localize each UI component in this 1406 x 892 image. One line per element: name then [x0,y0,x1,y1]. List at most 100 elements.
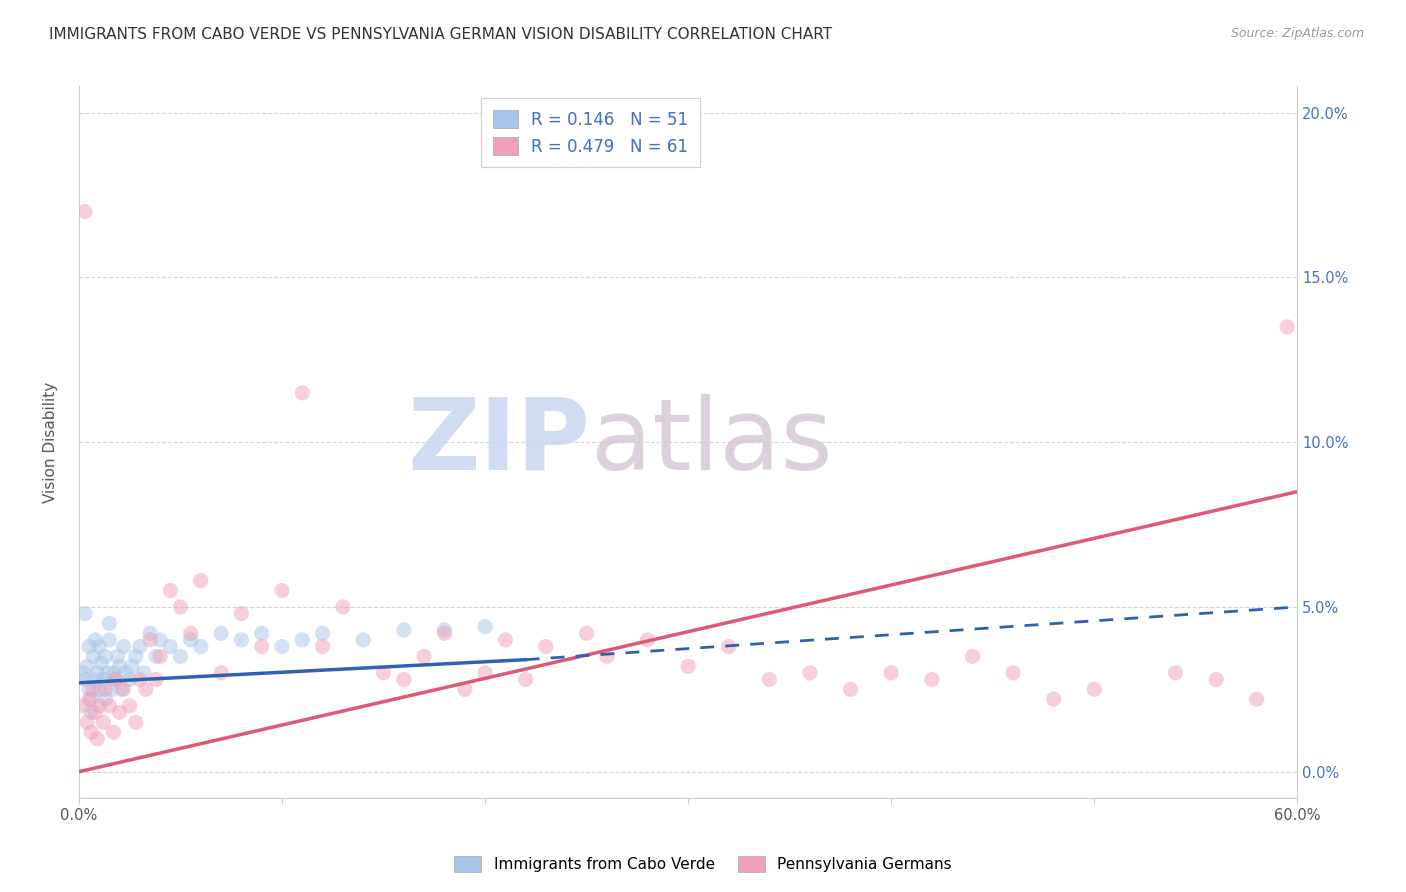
Point [159,583,181,598]
Point [76,715,98,730]
Point [112,640,135,654]
Point [149,632,172,647]
Point [80,725,103,739]
Point [190,574,212,588]
Point [107,649,129,664]
Point [73,204,96,219]
Point [1042,692,1064,706]
Point [271,640,294,654]
Point [77,640,100,654]
Point [494,632,516,647]
Point [98,632,121,647]
Point [108,706,131,720]
Point [962,649,984,664]
Point [128,673,150,687]
Point [73,607,96,621]
Point [139,626,162,640]
Point [82,682,104,697]
Point [94,692,117,706]
Point [413,649,436,664]
Text: ZIP: ZIP [408,393,591,491]
Point [72,665,94,680]
Text: atlas: atlas [591,393,832,491]
Point [91,715,114,730]
Point [103,725,125,739]
Text: Source: ZipAtlas.com: Source: ZipAtlas.com [1230,27,1364,40]
Point [121,659,143,673]
Point [132,665,155,680]
Point [90,656,112,670]
Point [250,626,273,640]
Point [758,673,780,687]
Point [474,665,496,680]
Point [169,649,191,664]
Point [149,649,172,664]
Point [1164,665,1187,680]
Point [135,682,157,697]
Point [392,673,415,687]
Point [103,665,125,680]
Point [190,640,212,654]
Point [169,599,191,614]
Point [1246,692,1268,706]
Point [271,583,294,598]
Point [433,626,456,640]
Point [250,640,273,654]
Point [311,626,333,640]
Point [799,665,821,680]
Point [98,698,121,713]
Point [352,632,374,647]
Point [84,673,107,687]
Point [98,616,121,631]
Legend: R = 0.146   N = 51, R = 0.479   N = 61: R = 0.146 N = 51, R = 0.479 N = 61 [481,98,700,168]
Point [76,659,98,673]
Point [114,665,136,680]
Point [77,682,100,697]
Point [94,649,117,664]
Point [575,626,598,640]
Point [1002,665,1025,680]
Point [110,682,132,697]
Y-axis label: Vision Disability: Vision Disability [44,382,58,503]
Point [1205,673,1227,687]
Point [839,682,862,697]
Point [454,682,477,697]
Point [159,640,181,654]
Text: IMMIGRANTS FROM CABO VERDE VS PENNSYLVANIA GERMAN VISION DISABILITY CORRELATION : IMMIGRANTS FROM CABO VERDE VS PENNSYLVAN… [49,27,832,42]
Point [89,682,111,697]
Point [128,640,150,654]
Point [145,673,167,687]
Point [125,649,148,664]
Point [145,649,167,664]
Point [231,607,253,621]
Point [91,673,114,687]
Point [80,706,103,720]
Point [73,673,96,687]
Point [94,682,117,697]
Legend: Immigrants from Cabo Verde, Pennsylvania Germans: Immigrants from Cabo Verde, Pennsylvania… [446,848,960,880]
Point [291,632,314,647]
Point [108,659,131,673]
Point [118,698,141,713]
Point [291,385,314,400]
Point [209,626,232,640]
Point [72,698,94,713]
Point [104,673,127,687]
Point [89,640,111,654]
Point [104,673,127,687]
Point [86,731,108,746]
Point [84,706,107,720]
Point [80,692,103,706]
Point [392,623,415,637]
Point [180,632,202,647]
Point [89,698,111,713]
Point [100,682,122,697]
Point [96,665,118,680]
Point [180,626,202,640]
Point [311,640,333,654]
Point [373,665,395,680]
Point [433,623,456,637]
Point [118,673,141,687]
Point [209,665,232,680]
Point [921,673,943,687]
